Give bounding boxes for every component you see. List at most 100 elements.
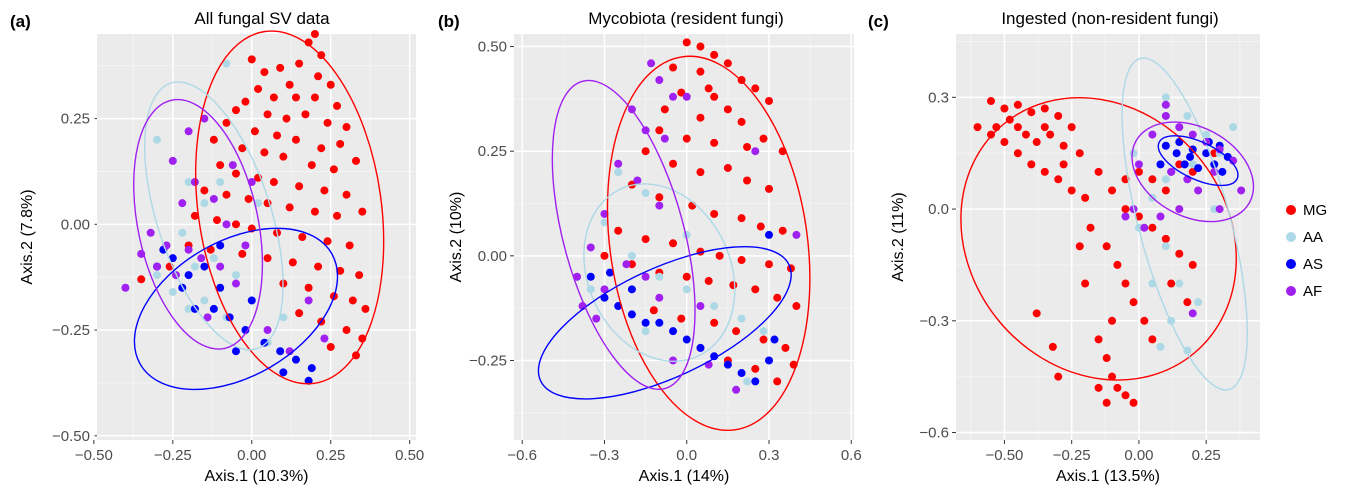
point-af: [641, 272, 650, 281]
ellipse-mg: [194, 30, 385, 385]
point-mg: [329, 165, 338, 174]
point-aa: [743, 377, 752, 386]
point-aa: [710, 302, 719, 311]
point-as: [184, 271, 193, 280]
point-mg: [1054, 111, 1063, 120]
point-af: [1148, 130, 1157, 139]
point-as: [1172, 149, 1181, 158]
point-af: [732, 385, 741, 394]
point-mg: [238, 249, 247, 258]
legend-item-af: AF: [1286, 283, 1322, 300]
point-mg: [773, 377, 782, 386]
series-as: [153, 241, 316, 385]
point-mg: [759, 335, 768, 344]
point-mg: [1013, 100, 1022, 109]
y-axis-title: Axis.2 (11%): [890, 192, 907, 282]
point-mg: [1075, 242, 1084, 251]
point-mg: [600, 251, 609, 260]
point-mg: [1134, 167, 1143, 176]
panel-title: Mycobiota (resident fungi): [588, 9, 784, 28]
point-mg: [765, 184, 773, 193]
point-as: [1161, 141, 1170, 150]
point-mg: [704, 276, 713, 285]
point-mg: [669, 239, 678, 248]
point-mg: [1013, 149, 1022, 158]
point-mg: [682, 134, 691, 143]
point-aa: [184, 178, 193, 187]
point-mg: [269, 93, 278, 102]
point-af: [1167, 167, 1176, 176]
panel-title: Ingested (non-resident fungi): [1001, 9, 1218, 28]
point-mg: [660, 105, 669, 114]
point-mg: [973, 123, 982, 132]
point-mg: [1102, 398, 1111, 407]
panel-c: −0.6 −0.3 0.0 0.3 −0.50 −0.25 0.00 0.25 (c) Inges…: [868, 9, 1260, 485]
point-af: [153, 262, 162, 271]
y-tick-label: −0.50: [52, 428, 90, 445]
point-as: [1202, 149, 1211, 158]
point-mg: [295, 309, 304, 318]
point-mg: [348, 296, 357, 305]
point-af: [696, 302, 705, 311]
point-mg: [737, 117, 746, 126]
point-mg: [291, 93, 300, 102]
point-aa: [641, 327, 650, 336]
legend-item-aa: AA: [1286, 229, 1323, 246]
panel-letter: (b): [438, 12, 460, 31]
panel-letter: (a): [10, 12, 31, 31]
point-aa: [1229, 123, 1238, 132]
point-mg: [1032, 138, 1041, 147]
point-as: [627, 285, 636, 294]
point-as: [737, 369, 746, 378]
series-aa: [1129, 93, 1238, 355]
point-af: [146, 228, 155, 237]
point-mg: [1040, 123, 1049, 132]
point-as: [216, 241, 225, 250]
point-mg: [688, 201, 697, 210]
point-mg: [1113, 260, 1122, 269]
legend-label-aa: AA: [1303, 229, 1323, 246]
point-as: [669, 327, 678, 336]
point-mg: [723, 163, 732, 172]
point-mg: [792, 302, 801, 311]
ellipse-as: [133, 227, 339, 391]
point-mg: [336, 139, 345, 148]
point-as: [304, 376, 313, 385]
point-mg: [1129, 298, 1138, 307]
y-tick-label: 0.50: [478, 39, 507, 56]
point-mg: [200, 186, 209, 195]
point-as: [168, 254, 177, 263]
point-as: [605, 268, 614, 277]
point-mg: [669, 63, 678, 72]
point-mg: [222, 118, 231, 127]
point-af: [184, 245, 193, 254]
x-axis-title: Axis.1 (10.3%): [204, 468, 308, 485]
plot-background-c: [956, 34, 1260, 440]
point-aa: [1161, 93, 1170, 102]
point-mg: [1094, 167, 1103, 176]
point-mg: [1188, 260, 1197, 269]
point-mg: [1027, 160, 1036, 169]
point-mg: [614, 226, 623, 235]
x-tick-label: −0.50: [75, 447, 113, 464]
point-as: [723, 360, 732, 369]
y-axis-title: Axis.2 (7.8%): [19, 189, 36, 284]
point-aa: [1156, 342, 1165, 351]
panel-title: All fungal SV data: [194, 9, 330, 28]
point-as: [765, 356, 773, 365]
ellipse-as: [1157, 135, 1239, 187]
point-af: [1134, 160, 1143, 169]
point-af: [573, 272, 582, 281]
point-aa: [168, 287, 177, 296]
x-tick-label: 0.6: [841, 447, 862, 464]
point-mg: [326, 342, 335, 351]
point-mg: [314, 262, 323, 271]
x-tick-label: −0.50: [985, 447, 1023, 464]
point-aa: [200, 199, 209, 208]
point-mg: [655, 193, 664, 202]
point-mg: [751, 285, 760, 294]
point-aa: [190, 262, 199, 271]
point-af: [304, 296, 313, 305]
point-af: [1140, 223, 1149, 232]
point-af: [216, 262, 225, 271]
